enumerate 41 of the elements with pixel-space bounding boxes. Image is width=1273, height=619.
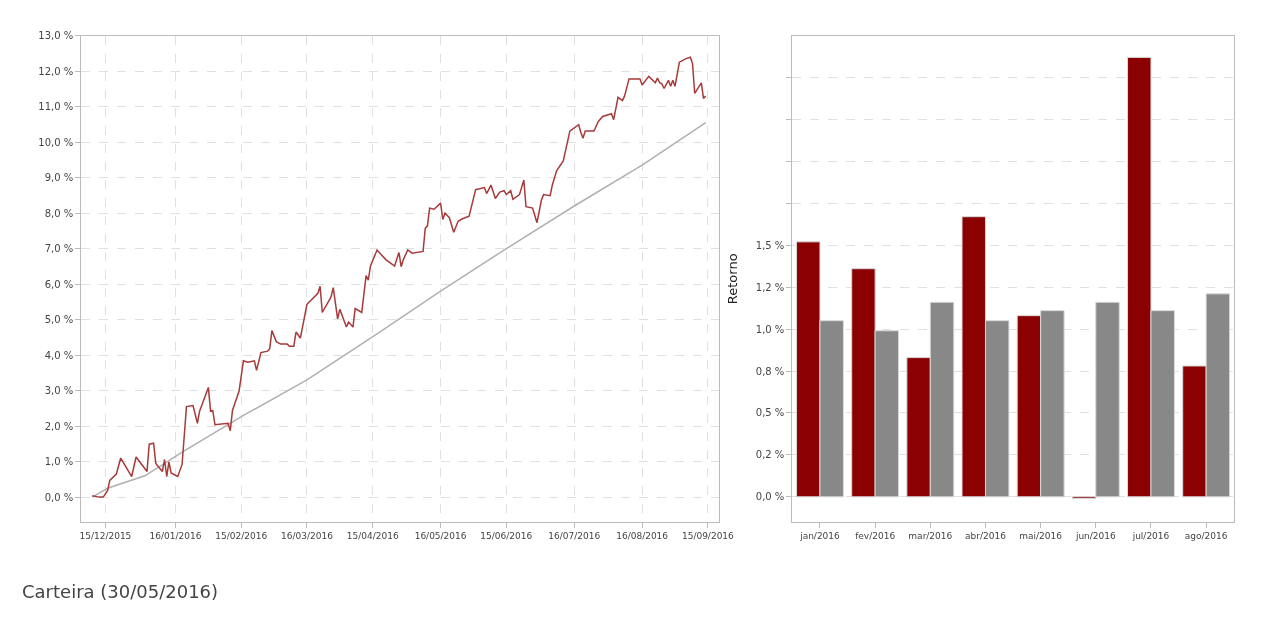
- y-tick-label: 1,0 %: [44, 456, 74, 468]
- x-tick-label: 16/08/2016: [616, 530, 669, 541]
- x-tick-label: 15/02/2016: [215, 530, 268, 541]
- y-tick-label: 0,8 %: [755, 365, 785, 377]
- x-tick-label: 16/05/2016: [414, 530, 467, 541]
- y-tick-label: 1,2 %: [755, 281, 785, 293]
- x-tick-label: fev/2016: [855, 530, 896, 541]
- x-tick-label: mai/2016: [1019, 530, 1063, 541]
- y-tick-label: 13,0 %: [38, 30, 74, 42]
- x-tick-label: mar/2016: [908, 530, 953, 541]
- x-tick-label: jun/2016: [1074, 530, 1116, 541]
- y-tick-label: 1,0 %: [755, 323, 785, 335]
- x-tick-label: 16/07/2016: [548, 530, 601, 541]
- x-tick-label: 15/04/2016: [346, 530, 399, 541]
- x-tick-label: jan/2016: [799, 530, 841, 541]
- y-tick-label: 4,0 %: [44, 349, 74, 361]
- y-tick-label: 10,0 %: [38, 136, 74, 148]
- x-tick-label: abr/2016: [965, 530, 1007, 541]
- y-tick-label: 2,0 %: [44, 420, 74, 432]
- x-tick-label: 16/01/2016: [149, 530, 202, 541]
- x-tick-label: ago/2016: [1184, 530, 1228, 541]
- x-tick-label: 15/12/2015: [79, 530, 132, 541]
- y-tick-label: 7,0 %: [44, 243, 74, 255]
- y-tick-label: 12,0 %: [38, 65, 74, 77]
- y-tick-label: 3,0 %: [44, 385, 74, 397]
- x-tick-label: 16/03/2016: [281, 530, 334, 541]
- y-tick-label: 0,2 %: [755, 449, 785, 461]
- y-tick-label: 5,0 %: [44, 314, 74, 326]
- y-tick-label: 8,0 %: [44, 207, 74, 219]
- y-axis-title: Retorno: [724, 253, 740, 305]
- y-tick-label: 0,0 %: [44, 491, 74, 503]
- y-tick-label: 11,0 %: [38, 101, 74, 113]
- y-tick-label: 9,0 %: [44, 172, 74, 184]
- x-tick-label: 15/06/2016: [480, 530, 533, 541]
- y-tick-label: 0,5 %: [755, 407, 785, 419]
- text: Carteira (30/05/2016): [22, 581, 219, 602]
- y-tick-label: 6,0 %: [44, 278, 74, 290]
- y-tick-label: 1,5 %: [755, 239, 785, 251]
- x-tick-label: jul/2016: [1131, 530, 1170, 541]
- x-tick-label: 15/09/2016: [681, 530, 735, 541]
- y-tick-label: 0,0 %: [755, 491, 785, 503]
